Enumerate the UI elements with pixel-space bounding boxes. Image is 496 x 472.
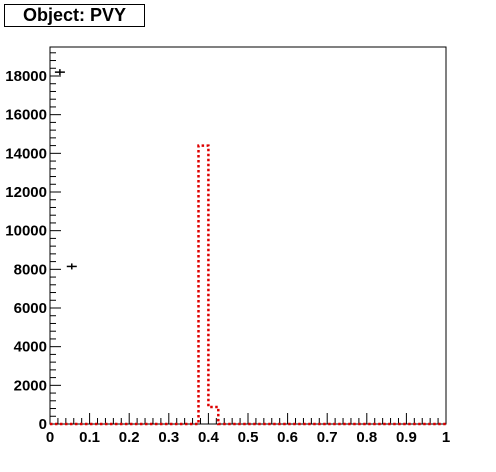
black-points	[54, 69, 77, 270]
x-tick-label: 0	[46, 429, 54, 446]
y-tick-label: 14000	[5, 145, 47, 162]
y-tick-label: 10000	[5, 223, 47, 240]
x-tick-label: 0.1	[79, 429, 100, 446]
x-tick-label: 0.5	[238, 429, 259, 446]
y-tick-label: 4000	[14, 339, 47, 356]
y-tick-label: 2000	[14, 377, 47, 394]
x-tick-label: 0.8	[356, 429, 377, 446]
y-tick-label: 16000	[5, 107, 47, 124]
x-tick-label: 0.2	[119, 429, 140, 446]
x-tick-label: 0.6	[277, 429, 298, 446]
x-tick-label: 1	[442, 429, 450, 446]
y-tick-label: 18000	[5, 68, 47, 85]
x-tick-label: 0.3	[158, 429, 179, 446]
axes: 0 0.1 0.2 0.3 0.4 0.5 0.6 0.7 0.8 0.9 1 0 2000 4000 60…	[5, 52, 450, 446]
x-tick-label: 0.4	[198, 429, 220, 446]
red-histogram	[50, 144, 446, 426]
x-tick-label: 0.9	[396, 429, 417, 446]
y-tick-label: 0	[39, 416, 47, 433]
x-tick-label: 0.7	[317, 429, 338, 446]
chart-title: Object: PVY	[4, 4, 145, 27]
y-tick-label: 8000	[14, 261, 47, 278]
plot-frame	[49, 46, 447, 425]
y-tick-label: 6000	[14, 300, 47, 317]
y-tick-label: 12000	[5, 184, 47, 201]
red-hist-line	[50, 144, 446, 426]
